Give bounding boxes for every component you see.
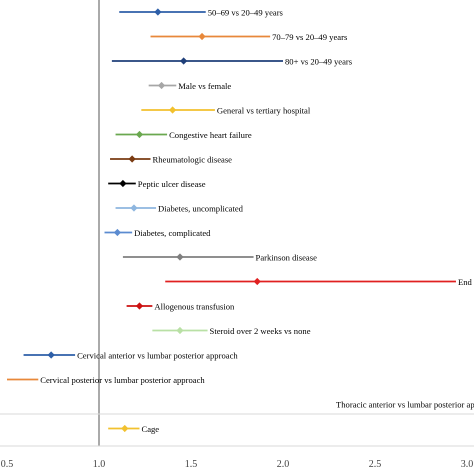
row-label: General vs tertiary hospital: [217, 106, 311, 116]
point-estimate-marker: [169, 106, 177, 114]
point-estimate-marker: [253, 277, 261, 286]
point-estimate-marker: [154, 8, 162, 16]
row-label: 70–79 vs 20–49 years: [272, 32, 348, 42]
row-label: Parkinson disease: [256, 253, 318, 263]
row-label: Diabetes, uncomplicated: [158, 204, 244, 214]
forest-row: 80+ vs 20–49 years: [111, 57, 353, 67]
row-label: Cervical anterior vs lumbar posterior ap…: [77, 351, 238, 361]
row-label: Cage: [141, 424, 159, 434]
row-label: Thoracic anterior vs lumbar posterior ap…: [336, 400, 474, 410]
x-tick-label: 2.0: [277, 459, 290, 470]
row-label: 50–69 vs 20–49 years: [208, 8, 284, 18]
point-estimate-marker: [176, 326, 184, 335]
forest-row: Diabetes, complicated: [104, 228, 211, 238]
point-estimate-marker: [176, 253, 184, 261]
point-estimate-marker: [198, 32, 206, 41]
row-label: Cervical posterior vs lumbar posterior a…: [40, 375, 205, 385]
x-tick-label: 1.5: [185, 459, 198, 470]
forest-row: Allogenous transfusion: [126, 302, 235, 312]
forest-row: Diabetes, uncomplicated: [115, 204, 244, 214]
row-label: End st: [458, 277, 474, 287]
forest-row: Steroid over 2 weeks vs none: [152, 326, 311, 336]
row-label: Rheumatologic disease: [153, 155, 233, 165]
forest-row: Cage: [108, 424, 159, 434]
point-estimate-marker: [47, 351, 55, 359]
forest-row: Rheumatologic disease: [110, 155, 232, 165]
forest-row: 70–79 vs 20–49 years: [150, 32, 348, 42]
forest-row: Congestive heart failure: [115, 130, 252, 140]
point-estimate-marker: [130, 204, 138, 212]
point-estimate-marker: [135, 130, 144, 139]
x-tick-label: 1.0: [93, 459, 106, 470]
row-label: Allogenous transfusion: [154, 302, 235, 312]
point-estimate-marker: [135, 302, 144, 310]
forest-row: Cervical anterior vs lumbar posterior ap…: [23, 351, 238, 361]
rows-layer: 50–69 vs 20–49 years 70–79 vs 20–49 years…: [0, 8, 474, 434]
x-tick-label: 2.5: [369, 459, 382, 470]
forest-row: Thoracic anterior vs lumbar posterior ap…: [0, 400, 474, 415]
forest-row: Cervical posterior vs lumbar posterior a…: [7, 375, 205, 385]
x-tick-label: 0.5: [1, 459, 14, 470]
point-estimate-marker: [157, 81, 166, 90]
x-tick-labels: 0.5 1.0 1.5 2.0 2.5 3.0: [1, 459, 474, 470]
forest-row: 50–69 vs 20–49 years: [119, 8, 284, 18]
row-label: Diabetes, complicated: [134, 228, 211, 238]
row-label: Male vs female: [178, 81, 231, 91]
forest-row: Peptic ulcer disease: [108, 179, 206, 189]
point-estimate-marker: [119, 179, 127, 188]
point-estimate-marker: [180, 57, 188, 65]
row-label: Peptic ulcer disease: [138, 179, 206, 189]
forest-row: General vs tertiary hospital: [141, 106, 311, 116]
forest-row: Male vs female: [148, 81, 231, 91]
point-estimate-marker: [113, 228, 121, 237]
forest-row: Parkinson disease: [122, 253, 318, 263]
point-estimate-marker: [121, 424, 129, 433]
row-label: Steroid over 2 weeks vs none: [210, 326, 311, 336]
axis-layer: [0, 0, 474, 447]
row-label: Congestive heart failure: [169, 130, 252, 140]
point-estimate-marker: [128, 155, 136, 163]
row-label: 80+ vs 20–49 years: [285, 57, 353, 67]
forest-row: End st: [165, 277, 474, 287]
x-tick-label: 3.0: [461, 459, 474, 470]
